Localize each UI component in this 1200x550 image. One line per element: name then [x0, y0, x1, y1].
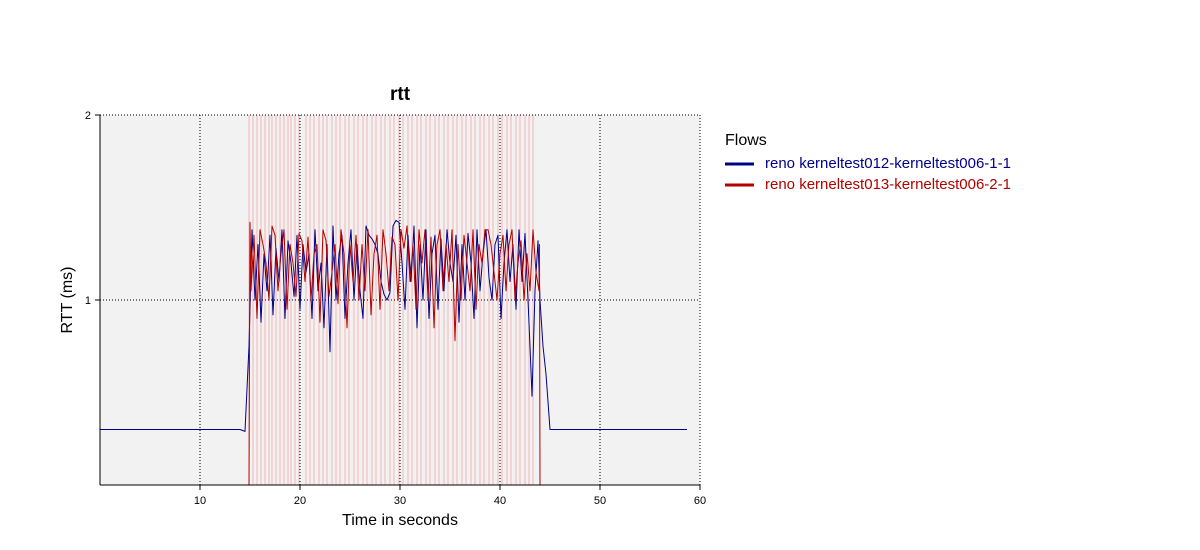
x-tick-label: 40 — [494, 495, 506, 507]
legend-label-1: reno kerneltest012-kerneltest006-1-1 — [765, 155, 1011, 172]
x-tick-label: 20 — [294, 495, 306, 507]
legend-label-2: reno kerneltest013-kerneltest006-2-1 — [765, 176, 1011, 193]
legend: reno kerneltest012-kerneltest006-1-1 reno… — [725, 155, 1011, 193]
axis-ticks: 10 20 30 40 50 60 1 2 — [85, 110, 706, 507]
y-axis-title: RTT (ms) — [59, 267, 76, 334]
x-tick-label: 60 — [694, 495, 706, 507]
x-axis-title: Time in seconds — [342, 512, 458, 529]
chart-title: rtt — [390, 84, 411, 105]
series-line-2 — [100, 221, 687, 486]
y-tick-label: 1 — [85, 295, 91, 307]
grid-lines — [100, 114, 701, 485]
y-tick-label: 2 — [85, 110, 91, 122]
x-tick-label: 10 — [194, 495, 206, 507]
series-layer — [100, 219, 687, 486]
x-tick-label: 30 — [394, 495, 406, 507]
legend-title: Flows — [725, 132, 767, 149]
x-tick-label: 50 — [594, 495, 606, 507]
